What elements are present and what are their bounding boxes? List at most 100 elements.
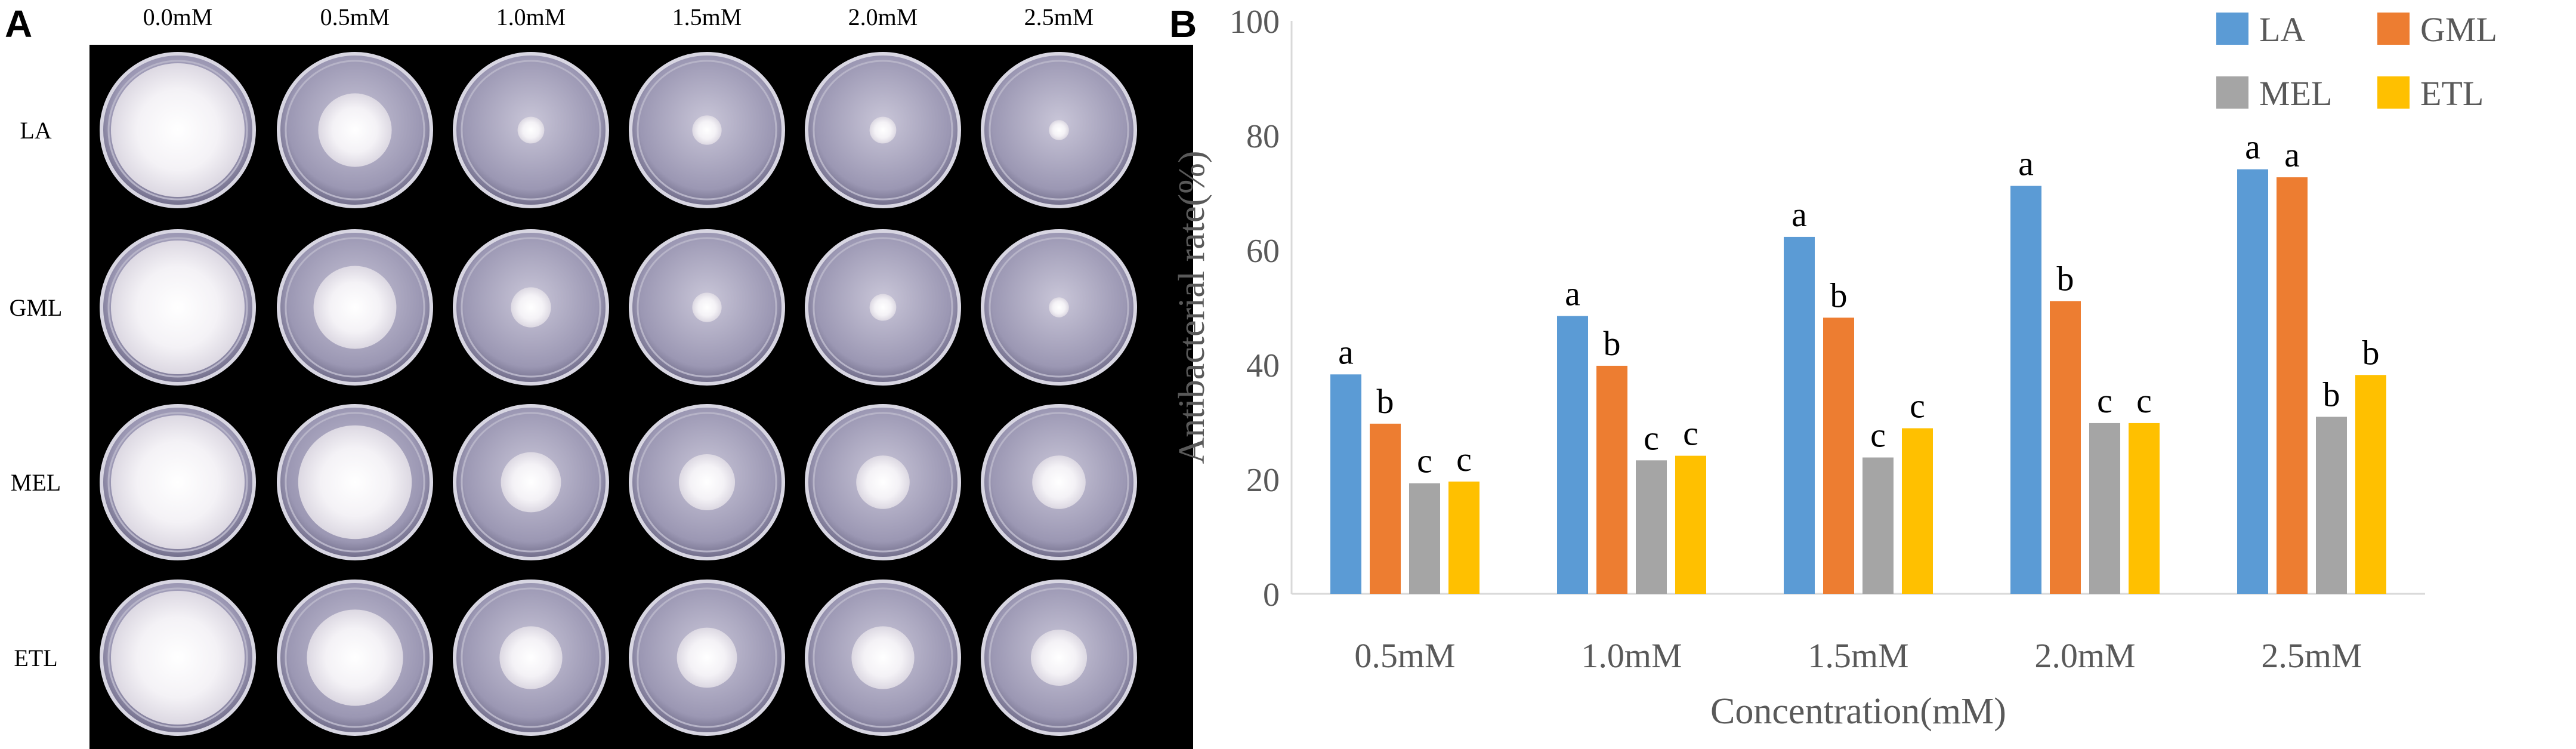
legend: LA GML MEL ETL bbox=[2216, 10, 2497, 113]
strain-labels: LA GML MEL ETL bbox=[10, 117, 63, 671]
petri-dish bbox=[629, 229, 785, 386]
bar-etl bbox=[1448, 481, 1479, 594]
y-tick-label: 100 bbox=[1230, 4, 1280, 41]
colony bbox=[1049, 297, 1069, 318]
colony bbox=[501, 452, 561, 513]
colony bbox=[298, 425, 412, 540]
significance-label: b bbox=[1377, 382, 1394, 421]
colony bbox=[318, 93, 392, 167]
concentration-label: 2.0mM bbox=[848, 4, 918, 30]
concentration-label: 1.0mM bbox=[496, 4, 566, 30]
petri-dish bbox=[277, 404, 433, 560]
legend-label: GML bbox=[2420, 10, 2497, 49]
bar-gml bbox=[1596, 365, 1627, 594]
bar-etl bbox=[2355, 375, 2386, 594]
colony bbox=[851, 626, 915, 689]
bar-gml bbox=[1823, 318, 1854, 594]
petri-dish bbox=[629, 52, 785, 208]
petri-dish bbox=[100, 229, 256, 386]
significance-label: b bbox=[2057, 259, 2074, 298]
legend-item-gml: GML bbox=[2377, 10, 2497, 49]
colony bbox=[692, 292, 722, 322]
colony bbox=[111, 241, 245, 374]
legend-item-la: LA bbox=[2216, 10, 2305, 49]
legend-swatch bbox=[2377, 76, 2410, 109]
bar-la bbox=[1330, 374, 1361, 594]
bar-mel bbox=[2089, 423, 2120, 594]
significance-label: a bbox=[2245, 128, 2260, 167]
colony bbox=[511, 287, 551, 328]
petri-dish bbox=[100, 52, 256, 208]
petri-dish bbox=[629, 580, 785, 736]
significance-label: a bbox=[2284, 135, 2300, 174]
bar-etl bbox=[2129, 423, 2160, 594]
significance-label: c bbox=[2136, 381, 2152, 420]
petri-dish bbox=[453, 52, 609, 208]
strain-label: LA bbox=[20, 117, 51, 144]
colony bbox=[499, 626, 563, 689]
colony bbox=[517, 116, 545, 144]
colony bbox=[1030, 629, 1088, 686]
petri-dish bbox=[100, 404, 256, 560]
bar-la bbox=[2010, 186, 2041, 594]
colony bbox=[869, 294, 897, 321]
y-tick-label: 40 bbox=[1246, 347, 1280, 384]
petri-dish bbox=[277, 52, 433, 208]
significance-label: b bbox=[1604, 324, 1621, 363]
bar-mel bbox=[2316, 417, 2347, 594]
y-axis-label: Antibacterial rate(%) bbox=[1172, 151, 1212, 464]
colony bbox=[692, 115, 722, 145]
x-tick-label: 0.5mM bbox=[1354, 636, 1455, 675]
colony bbox=[313, 266, 397, 349]
bar-mel bbox=[1862, 457, 1894, 594]
colony bbox=[307, 609, 403, 706]
bar-la bbox=[1784, 236, 1815, 594]
significance-label: b bbox=[2323, 375, 2340, 414]
colony bbox=[111, 415, 245, 549]
legend-label: MEL bbox=[2259, 74, 2332, 113]
bar-gml bbox=[2277, 177, 2308, 594]
petri-dish bbox=[453, 580, 609, 736]
concentration-label: 1.5mM bbox=[672, 4, 742, 30]
petri-dish bbox=[805, 404, 961, 560]
legend-swatch bbox=[2377, 13, 2410, 45]
significance-label: a bbox=[1565, 274, 1580, 313]
petri-dish-grid bbox=[100, 52, 1137, 736]
x-tick-label: 1.5mM bbox=[1808, 636, 1908, 675]
petri-dish bbox=[805, 580, 961, 736]
petri-dish bbox=[981, 580, 1137, 736]
significance-label: c bbox=[1683, 414, 1698, 453]
bar-mel bbox=[1409, 483, 1440, 594]
concentration-label: 2.5mM bbox=[1024, 4, 1094, 30]
petri-dish bbox=[805, 229, 961, 386]
concentration-labels: 0.0mM 0.5mM 1.0mM 1.5mM 2.0mM 2.5mM bbox=[143, 4, 1094, 30]
legend-label: LA bbox=[2259, 10, 2305, 49]
significance-label: c bbox=[1910, 387, 1925, 426]
strain-label: GML bbox=[10, 294, 63, 321]
petri-dish bbox=[277, 229, 433, 386]
x-tick-label: 2.0mM bbox=[2034, 636, 2135, 675]
bar-etl bbox=[1902, 428, 1933, 594]
panel-a: A 0.0mM 0.5mM 1.0mM 1.5mM 2.0mM 2.5mM LA GML ME… bbox=[5, 2, 1193, 749]
significance-label: c bbox=[1456, 440, 1472, 479]
petri-dish bbox=[453, 229, 609, 386]
legend-item-etl: ETL bbox=[2377, 74, 2484, 113]
strain-label: ETL bbox=[14, 645, 57, 671]
legend-item-mel: MEL bbox=[2216, 74, 2332, 113]
y-tick-label: 80 bbox=[1246, 118, 1280, 155]
bar-la bbox=[1557, 316, 1588, 594]
panel-b-letter: B bbox=[1169, 2, 1197, 45]
strain-label: MEL bbox=[11, 469, 61, 496]
x-axis-label: Concentration(mM) bbox=[1710, 691, 2006, 732]
bar-la bbox=[2237, 169, 2268, 594]
colony bbox=[111, 591, 245, 725]
legend-label: ETL bbox=[2420, 74, 2484, 113]
petri-dish bbox=[453, 404, 609, 560]
colony bbox=[856, 455, 910, 509]
x-tick-label: 1.0mM bbox=[1581, 636, 1682, 675]
legend-swatch bbox=[2216, 76, 2248, 109]
colony bbox=[677, 627, 737, 688]
